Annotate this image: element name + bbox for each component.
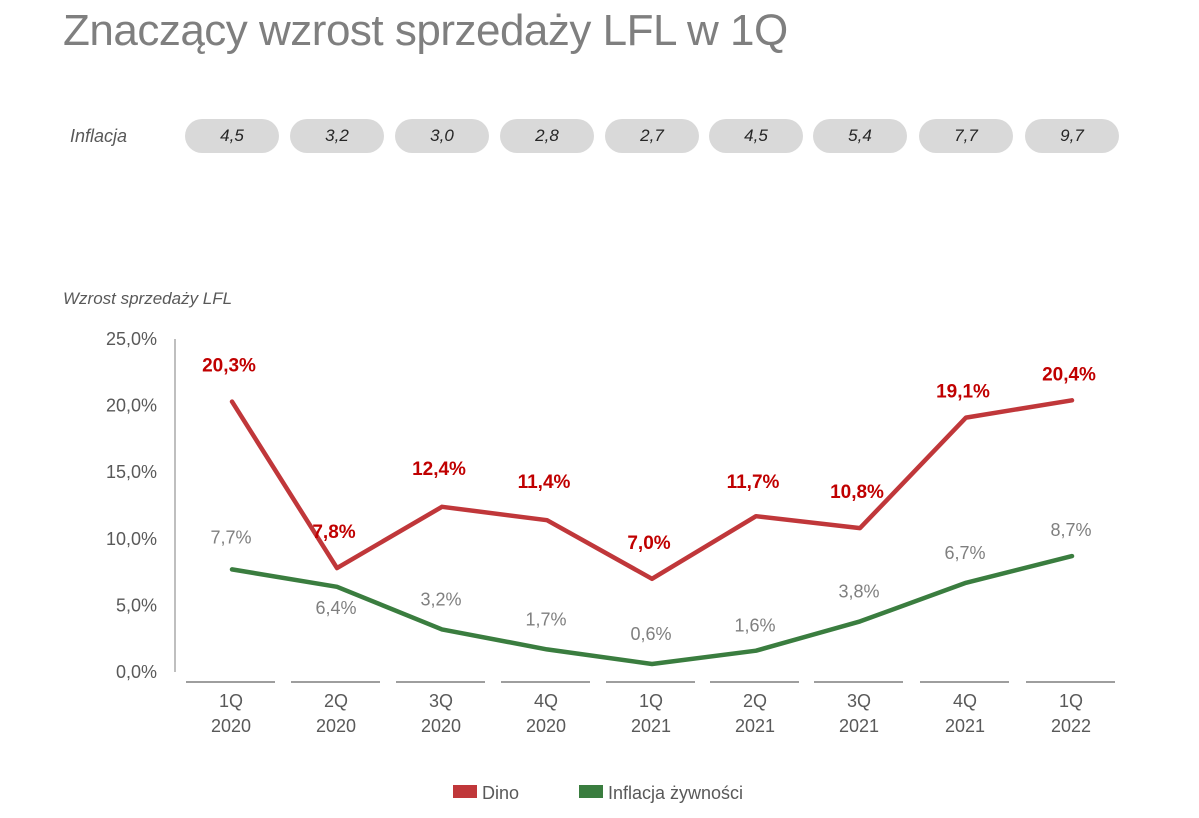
- inflation-pill: 2,8: [500, 119, 594, 153]
- legend-swatch-dino: [453, 785, 477, 798]
- data-label-dino: 10,8%: [830, 482, 884, 503]
- y-tick-label: 0,0%: [116, 662, 157, 682]
- x-tick-label: 1Q: [639, 691, 663, 711]
- y-tick-label: 25,0%: [106, 329, 157, 349]
- data-label-inflacja: 6,4%: [315, 598, 356, 618]
- x-tick-label: 1Q: [1059, 691, 1083, 711]
- legend-label-dino: Dino: [482, 783, 519, 803]
- x-tick-label: 2021: [735, 716, 775, 736]
- x-tick-label: 2021: [839, 716, 879, 736]
- legend-label-inflacja: Inflacja żywności: [608, 783, 743, 803]
- inflation-pill: 3,0: [395, 119, 489, 153]
- data-label-inflacja: 3,2%: [420, 589, 461, 609]
- inflation-pill: 4,5: [709, 119, 803, 153]
- y-tick-label: 15,0%: [106, 462, 157, 482]
- inflation-pill: 9,7: [1025, 119, 1119, 153]
- x-tick-label: 2021: [631, 716, 671, 736]
- x-tick-label: 2Q: [324, 691, 348, 711]
- inflation-pill: 2,7: [605, 119, 699, 153]
- data-label-dino: 12,4%: [412, 459, 466, 480]
- page-title: Znaczący wzrost sprzedaży LFL w 1Q: [63, 6, 788, 55]
- data-label-inflacja: 3,8%: [838, 581, 879, 601]
- x-tick-label: 2021: [945, 716, 985, 736]
- y-tick-label: 10,0%: [106, 529, 157, 549]
- y-tick-label: 20,0%: [106, 396, 157, 416]
- y-tick-label: 5,0%: [116, 595, 157, 615]
- x-tick-label: 2022: [1051, 716, 1091, 736]
- x-tick-label: 1Q: [219, 691, 243, 711]
- data-label-dino: 11,4%: [518, 472, 571, 493]
- data-label-dino: 7,8%: [312, 522, 355, 543]
- inflation-pill: 4,5: [185, 119, 279, 153]
- data-label-inflacja: 1,6%: [734, 616, 775, 636]
- series-line-dino: [229, 398, 1075, 582]
- inflation-pill: 7,7: [919, 119, 1013, 153]
- series-line-inflacja-zywnosci: [229, 553, 1075, 667]
- x-tick-label: 2Q: [743, 691, 767, 711]
- inflation-pill: 3,2: [290, 119, 384, 153]
- data-label-inflacja: 8,7%: [1050, 520, 1091, 540]
- legend-swatch-inflacja: [579, 785, 603, 798]
- inflation-pill: 5,4: [813, 119, 907, 153]
- data-label-dino: 11,7%: [727, 472, 780, 493]
- x-tick-label: 2020: [421, 716, 461, 736]
- x-tick-label: 2020: [316, 716, 356, 736]
- data-label-dino: 20,4%: [1042, 364, 1096, 385]
- x-tick-label: 2020: [526, 716, 566, 736]
- data-label-dino: 19,1%: [936, 382, 990, 403]
- data-label-dino: 20,3%: [202, 356, 256, 377]
- data-label-inflacja: 0,6%: [630, 624, 671, 644]
- chart-y-axis-title: Wzrost sprzedaży LFL: [63, 289, 233, 308]
- data-label-inflacja: 7,7%: [210, 527, 251, 547]
- x-tick-label: 3Q: [847, 691, 871, 711]
- x-tick-label: 3Q: [429, 691, 453, 711]
- inflation-row-label: Inflacja: [70, 126, 128, 146]
- data-label-dino: 7,0%: [627, 533, 670, 554]
- data-label-inflacja: 1,7%: [525, 609, 566, 629]
- x-tick-label: 4Q: [953, 691, 977, 711]
- data-label-inflacja: 6,7%: [944, 543, 985, 563]
- x-tick-label: 4Q: [534, 691, 558, 711]
- x-tick-label: 2020: [211, 716, 251, 736]
